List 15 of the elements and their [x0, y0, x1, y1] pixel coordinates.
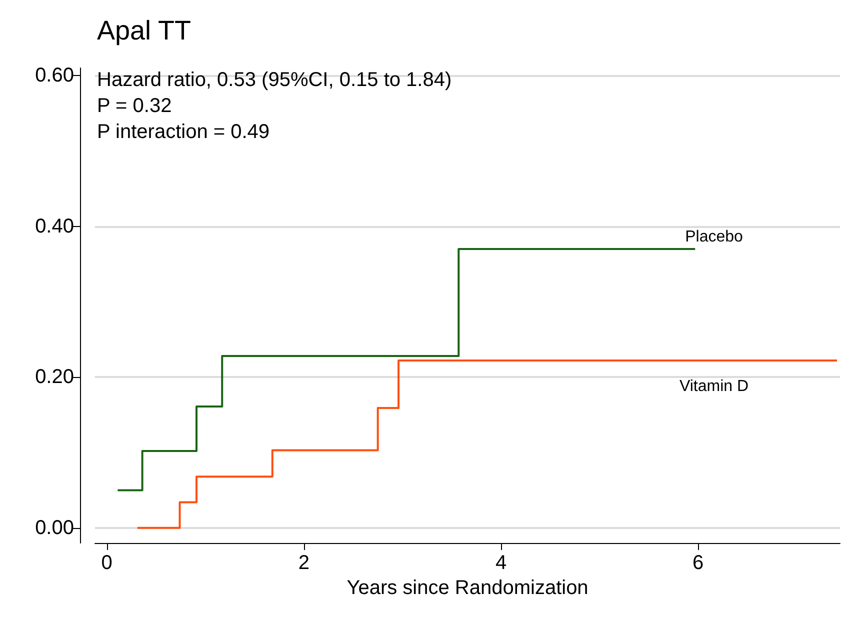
x-tick-label: 6 — [692, 552, 704, 574]
x-tick-label: 0 — [101, 552, 112, 574]
series-label: Vitamin D — [679, 378, 749, 396]
x-tick-label: 2 — [298, 552, 310, 574]
y-tick-label: 0.60 — [35, 64, 74, 87]
annotation: P = 0.32 — [97, 95, 172, 117]
series-label: Placebo — [685, 228, 744, 246]
y-tick-label: 0.00 — [35, 516, 74, 539]
x-tick-label: 4 — [495, 552, 507, 574]
chart-title: Apal TT — [97, 16, 192, 46]
y-tick-label: 0.20 — [35, 366, 74, 388]
x-axis-title: Years since Randomization — [346, 576, 588, 599]
annotation: P interaction = 0.49 — [97, 121, 270, 143]
annotation: Hazard ratio, 0.53 (95%CI, 0.15 to 1.84) — [97, 69, 452, 91]
y-tick-label: 0.40 — [35, 215, 74, 238]
